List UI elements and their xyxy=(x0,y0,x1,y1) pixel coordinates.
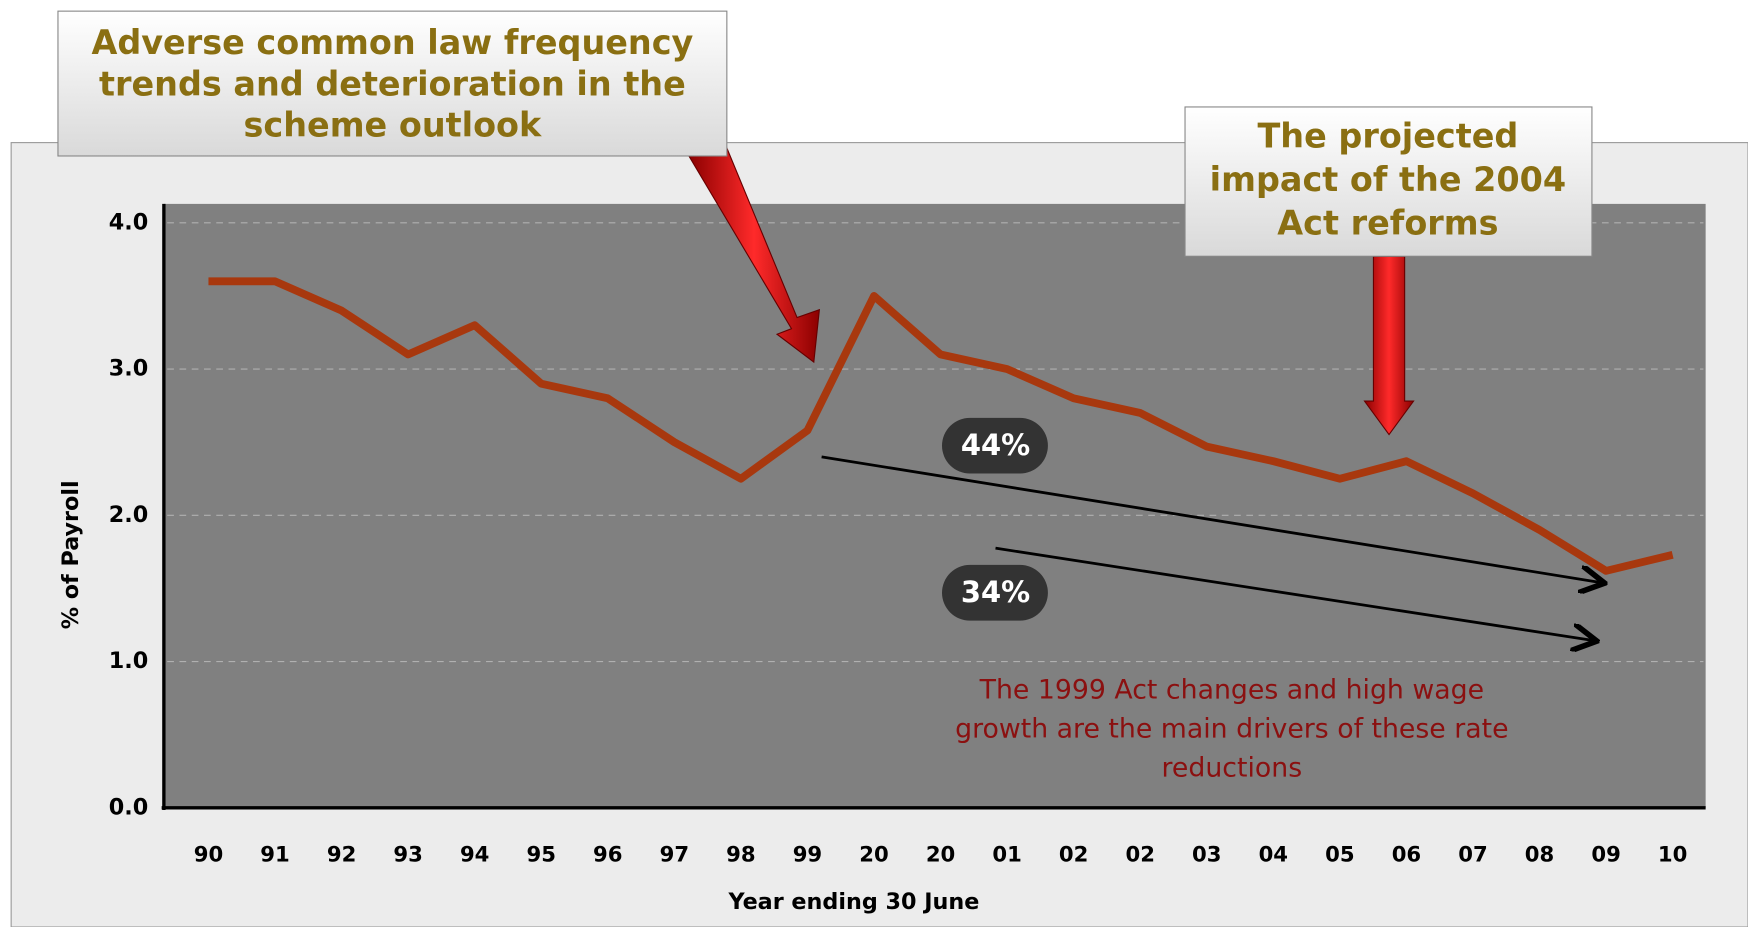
x-tick-label: 06 xyxy=(1392,842,1421,867)
x-tick-label: 04 xyxy=(1259,842,1288,867)
x-tick-label: 02 xyxy=(1125,842,1154,867)
callout-text: Adverse common law frequency xyxy=(91,23,693,62)
callout-box xyxy=(1184,106,1593,257)
callout-arrow xyxy=(1363,255,1415,436)
y-tick-label: 4.0 xyxy=(109,209,148,235)
note-text: The 1999 Act changes and high wage xyxy=(979,674,1484,705)
x-tick-label: 99 xyxy=(793,842,822,867)
x-tick-label: 95 xyxy=(527,842,556,867)
trend-arrow xyxy=(821,455,1602,583)
x-tick-label: 98 xyxy=(726,842,755,867)
badge xyxy=(942,564,1048,621)
note-text: reductions xyxy=(1162,752,1303,783)
x-tick-label: 10 xyxy=(1658,842,1687,867)
x-tick-label: 92 xyxy=(327,842,356,867)
x-tick-label: 02 xyxy=(1059,842,1088,867)
x-tick-label: 96 xyxy=(593,842,622,867)
x-tick-label: 05 xyxy=(1325,842,1354,867)
callout-text: scheme outlook xyxy=(244,106,542,145)
data-line xyxy=(208,277,1674,575)
callout-text: Act reforms xyxy=(1277,204,1498,243)
note-text: growth are the main drivers of these rat… xyxy=(955,713,1508,744)
callout-text: The projected xyxy=(1257,117,1518,156)
trend-arrow xyxy=(995,546,1595,640)
x-tick-label: 94 xyxy=(460,842,489,867)
callout-box xyxy=(57,10,728,157)
x-tick-label: 93 xyxy=(393,842,422,867)
badge xyxy=(942,417,1048,474)
y-tick-label: 0.0 xyxy=(109,794,148,820)
plot-area xyxy=(163,203,1706,808)
y-tick-label: 2.0 xyxy=(109,502,148,528)
x-tick-label: 20 xyxy=(859,842,888,867)
x-axis-label: Year ending 30 June xyxy=(727,889,979,915)
x-tick-label: 20 xyxy=(926,842,955,867)
y-axis-label: % of Payroll xyxy=(58,480,84,629)
y-tick-label: 1.0 xyxy=(109,648,148,674)
x-tick-label: 91 xyxy=(260,842,289,867)
x-tick-label: 09 xyxy=(1591,842,1620,867)
badge-text: 34% xyxy=(961,575,1030,609)
y-tick-label: 3.0 xyxy=(109,356,148,382)
x-tick-label: 07 xyxy=(1458,842,1487,867)
x-tick-label: 97 xyxy=(660,842,689,867)
x-tick-label: 90 xyxy=(194,842,223,867)
x-tick-label: 03 xyxy=(1192,842,1221,867)
callout-arrow xyxy=(688,141,821,364)
badge-text: 44% xyxy=(961,428,1030,462)
callout-text: trends and deterioration in the xyxy=(99,64,686,103)
callout-text: impact of the 2004 xyxy=(1210,160,1567,199)
x-tick-label: 08 xyxy=(1525,842,1554,867)
x-tick-label: 01 xyxy=(992,842,1021,867)
